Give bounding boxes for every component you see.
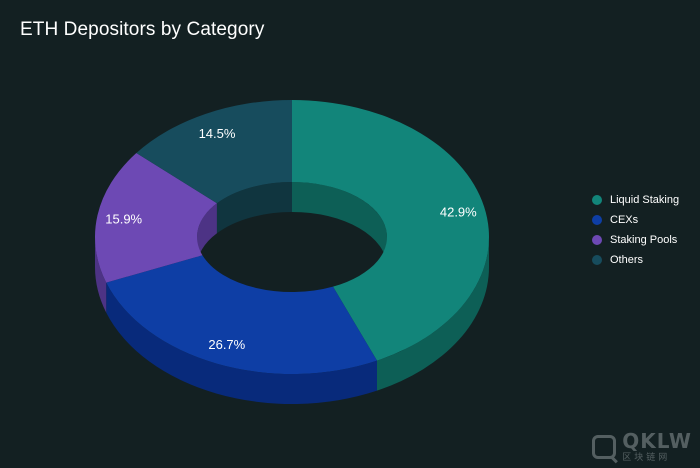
slice-label-staking-pools: 15.9% bbox=[105, 212, 142, 227]
slice-others bbox=[136, 100, 292, 204]
legend-swatch bbox=[592, 255, 602, 265]
watermark-subtitle: 区块链网 bbox=[622, 452, 671, 462]
legend-label: Staking Pools bbox=[610, 234, 678, 246]
slice-label-others: 14.5% bbox=[199, 126, 236, 141]
watermark-logo-icon bbox=[592, 434, 617, 459]
legend-swatch bbox=[592, 195, 602, 205]
legend-item-liquid-staking[interactable]: Liquid Staking bbox=[592, 190, 679, 210]
side-liquid-staking bbox=[377, 237, 489, 391]
side-staking-pools bbox=[95, 237, 107, 313]
inner-wall-staking-pools bbox=[197, 203, 217, 267]
legend-item-staking-pools[interactable]: Staking Pools bbox=[592, 230, 679, 250]
legend-swatch bbox=[592, 235, 602, 245]
watermark-brand: QKLW bbox=[622, 429, 692, 453]
legend-label: Liquid Staking bbox=[610, 194, 680, 206]
inner-wall-others bbox=[216, 182, 292, 234]
slice-staking-pools bbox=[94, 153, 217, 283]
donut-slice-labels: 42.9% 26.7% 15.9% 14.5% bbox=[105, 126, 477, 352]
donut-3d-sides bbox=[95, 182, 489, 404]
slice-label-liquid-staking: 42.9% bbox=[440, 204, 477, 219]
inner-wall-liquid-staking bbox=[292, 182, 387, 267]
legend-swatch bbox=[592, 215, 602, 225]
legend-label: Others bbox=[610, 254, 644, 266]
slice-liquid-staking bbox=[292, 100, 489, 361]
watermark: QKLW 区块链网 bbox=[592, 431, 692, 462]
legend-item-others[interactable]: Others bbox=[592, 250, 679, 270]
slice-label-cexs: 26.7% bbox=[208, 337, 245, 352]
chart-legend: Liquid Staking CEXs Staking Pools Others bbox=[592, 190, 679, 270]
legend-item-cexs[interactable]: CEXs bbox=[592, 210, 679, 230]
legend-label: CEXs bbox=[610, 214, 639, 226]
chart-title: ETH Depositors by Category bbox=[20, 19, 265, 40]
donut-slices bbox=[94, 100, 489, 374]
slice-cexs bbox=[106, 255, 377, 374]
side-cexs bbox=[106, 282, 377, 404]
